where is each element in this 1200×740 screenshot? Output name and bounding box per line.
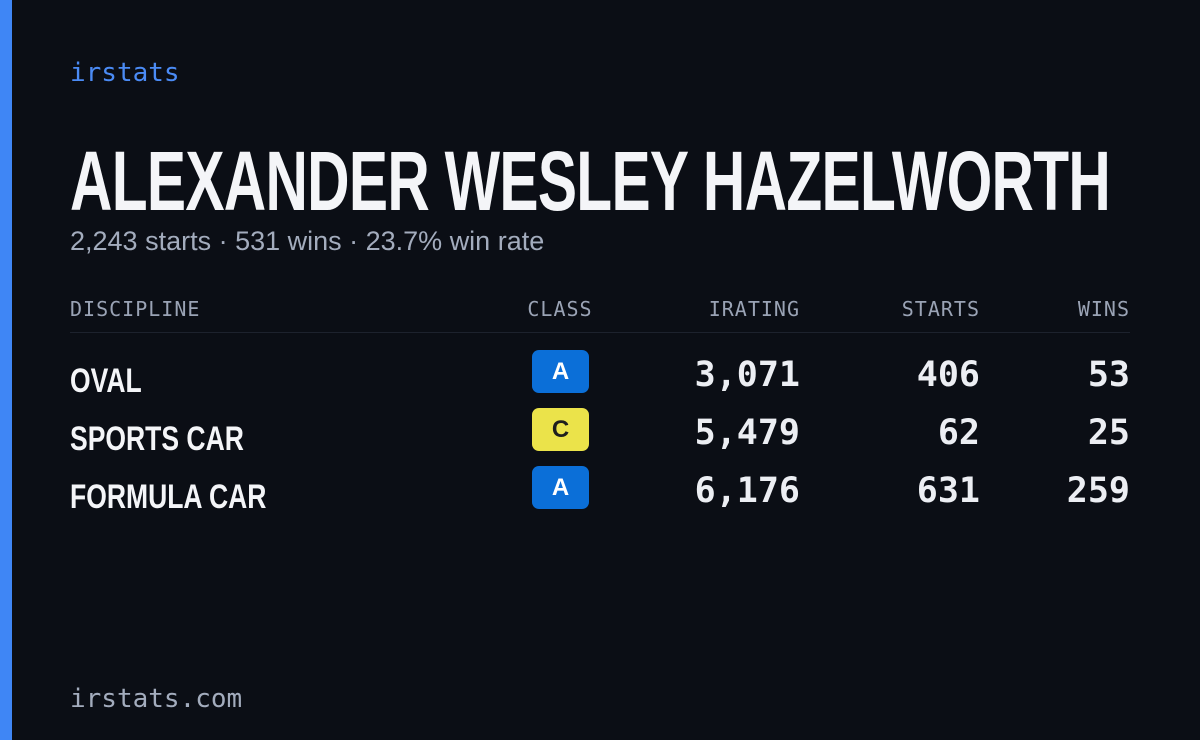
header-rule [70,332,1130,333]
irating: 5,479 [694,413,800,453]
discipline: FORMULA CAR [70,478,267,516]
irating: 6,176 [694,471,800,511]
class-badge: C [532,408,589,451]
starts: 631 [916,471,980,511]
column-header: DISCIPLINE [70,297,201,321]
column-header: STARTS [901,297,980,321]
discipline: SPORTS CAR [70,420,244,458]
starts: 406 [916,355,980,395]
class-badge: A [532,466,589,509]
irating: 3,071 [694,355,800,395]
starts: 62 [937,413,980,453]
summary: 2,243 starts · 531 wins · 23.7% win rate [70,226,545,256]
column-header: CLASS [527,297,593,321]
accent-stripe [0,0,12,740]
wins: 53 [1087,355,1130,395]
column-header: IRATING [708,297,800,321]
brand: irstats [70,58,180,88]
class-badge: A [532,350,589,393]
wins: 25 [1087,413,1130,453]
column-header: WINS [1077,297,1130,321]
footer-url: irstats.com [70,684,243,714]
wins: 259 [1066,471,1130,511]
discipline: OVAL [70,362,142,400]
driver-name: ALEXANDER WESLEY HAZELWORTH [70,134,1111,228]
